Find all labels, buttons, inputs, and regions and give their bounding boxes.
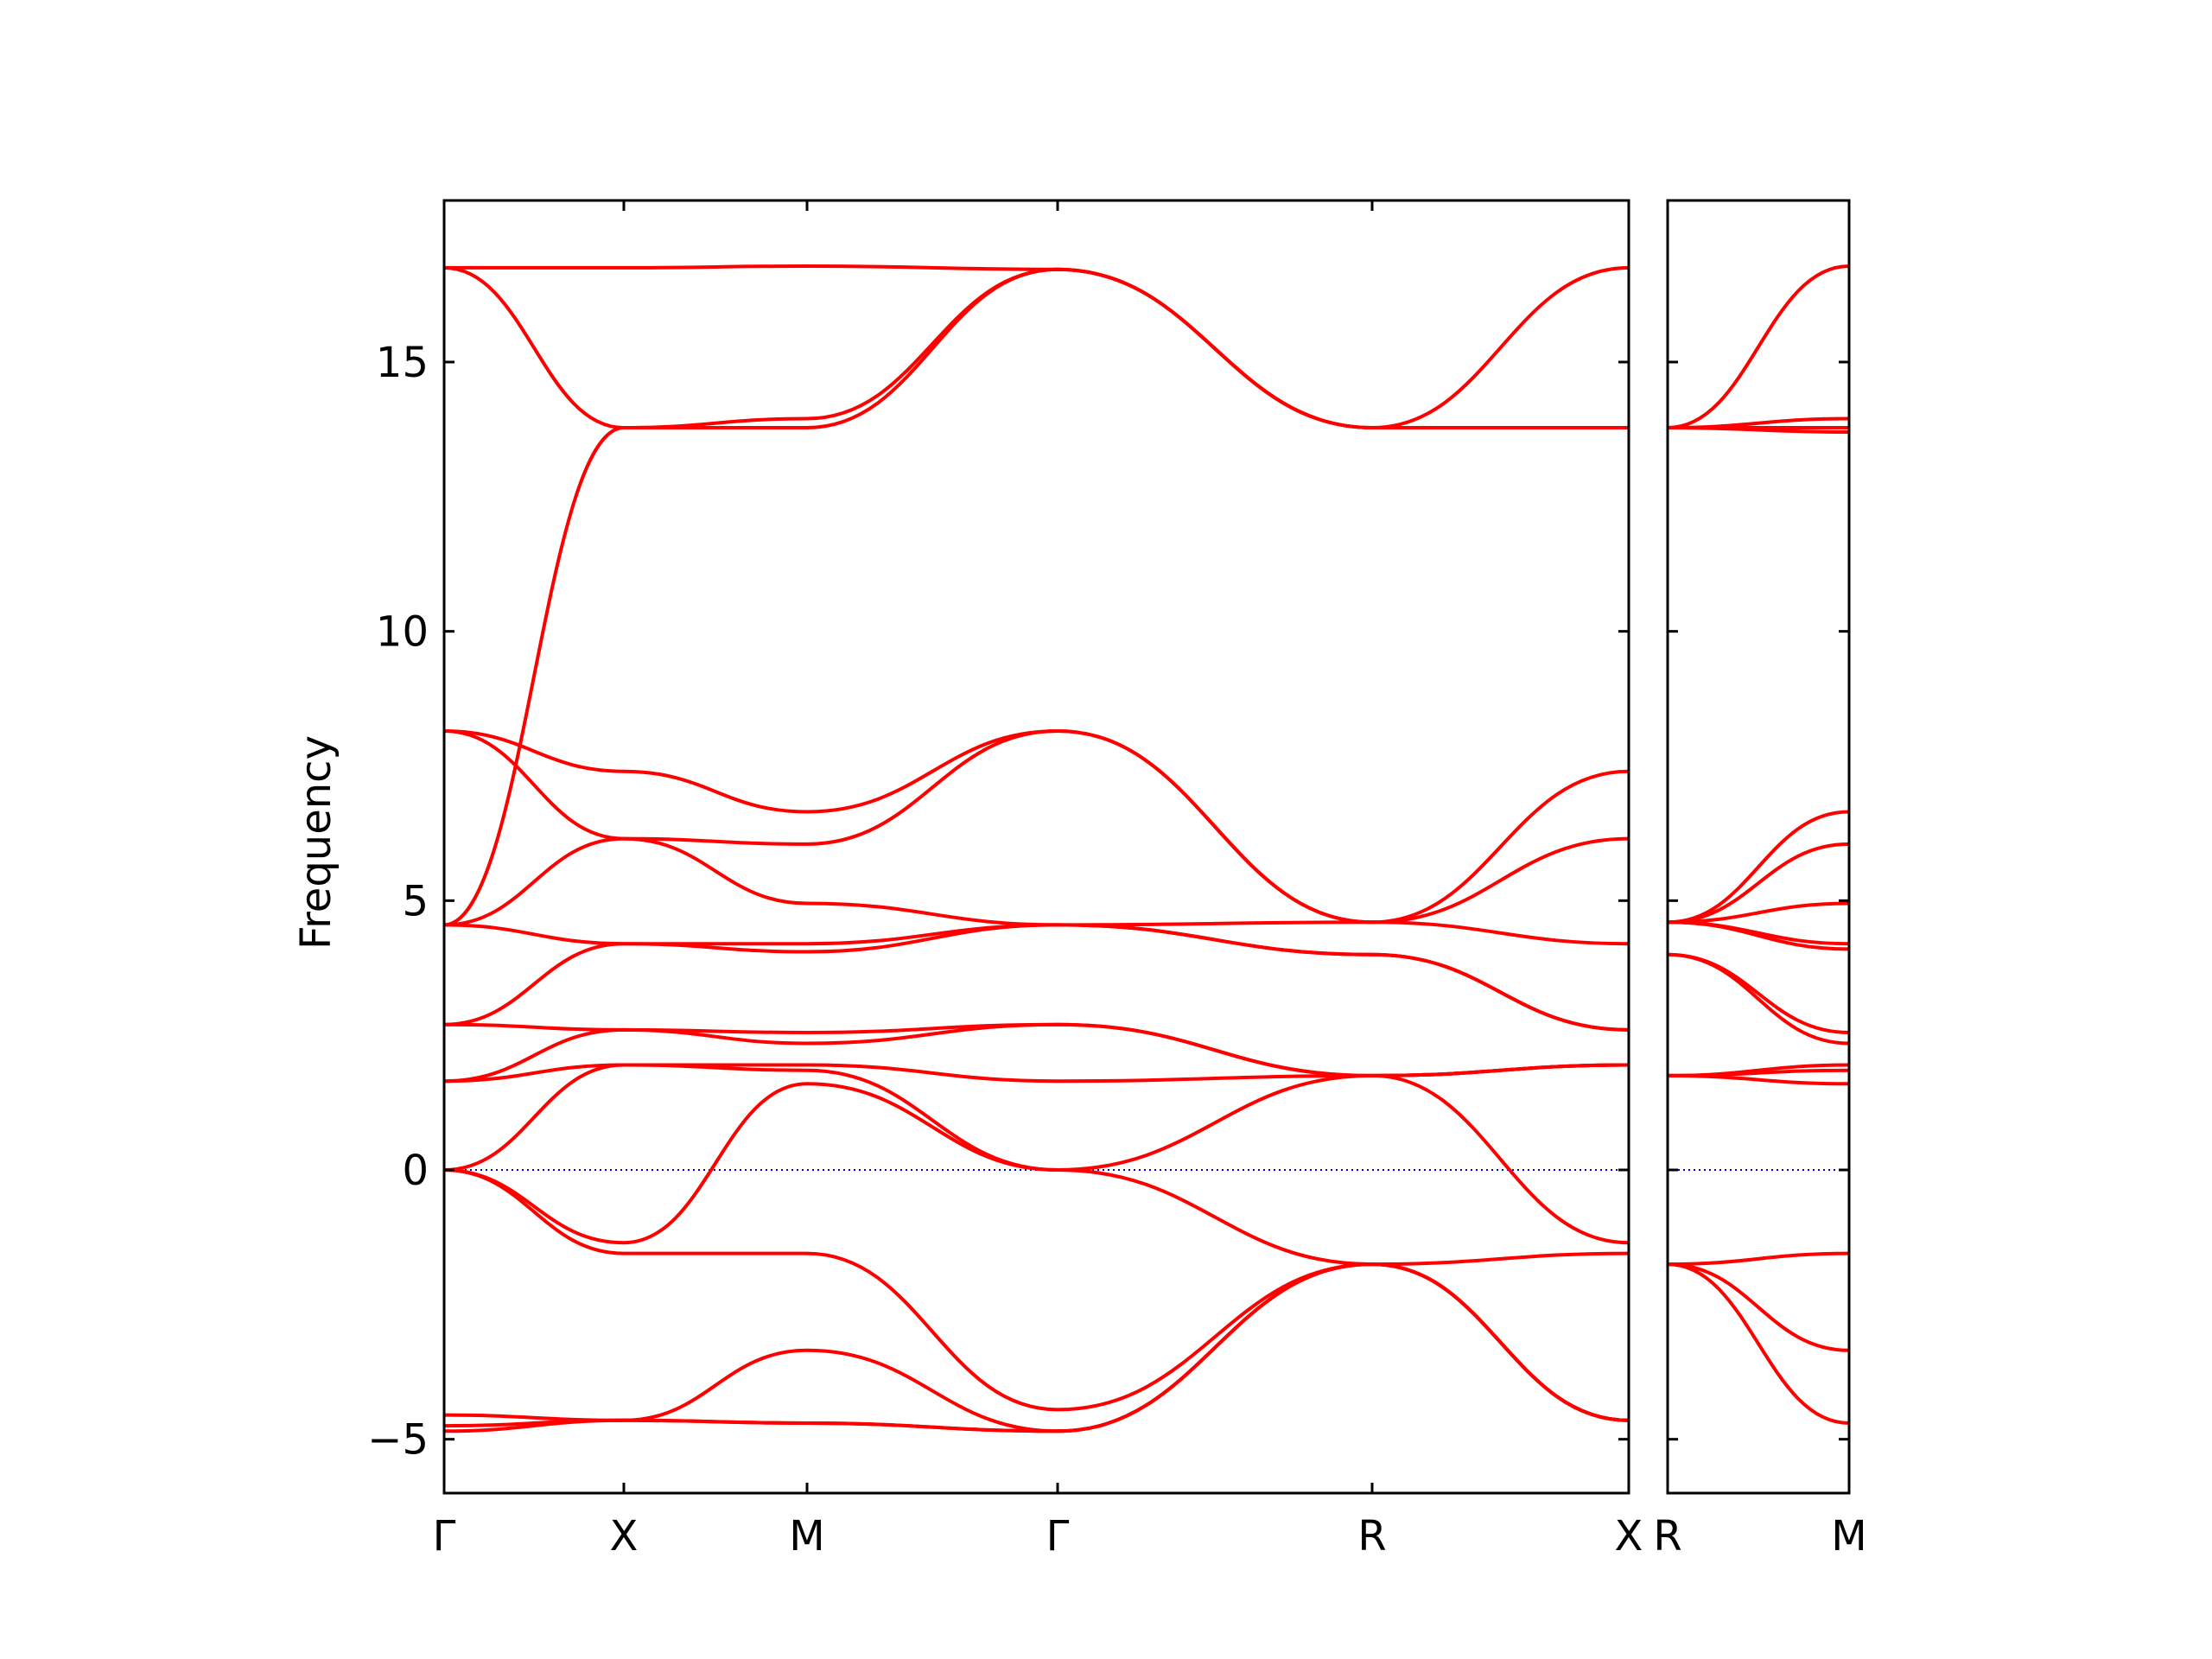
band-line-1 — [1667, 264, 1850, 429]
band-line-9 — [1667, 920, 1850, 951]
band-line-1 — [443, 264, 1630, 429]
band-line-4 — [1667, 426, 1850, 434]
band-line-3 — [443, 267, 1629, 927]
y-axis-label: Frequency — [292, 735, 340, 950]
x-tick-label: X — [610, 1512, 639, 1560]
y-tick-label: 15 — [376, 339, 429, 387]
x-tick-label: M — [1831, 1512, 1866, 1560]
band-line-12 — [443, 1063, 1630, 1245]
band-line-17 — [1667, 1262, 1850, 1425]
band-line-8 — [443, 923, 1630, 1032]
y-tick-label: 0 — [402, 1147, 429, 1195]
x-tick-label: Γ — [1046, 1512, 1070, 1560]
y-tick-label: −5 — [367, 1416, 429, 1465]
band-line-15 — [1667, 1251, 1850, 1267]
y-tick-label: 10 — [376, 608, 429, 657]
band-line-14 — [1667, 1073, 1850, 1086]
band-line-13 — [443, 1082, 1630, 1267]
x-tick-label: R — [1653, 1512, 1681, 1560]
y-tick-labels: −5 0 5 10 15 — [367, 339, 429, 1465]
y-tick-label: 5 — [402, 877, 429, 925]
band-line-17 — [443, 1262, 1630, 1433]
panel-frame — [442, 199, 1630, 1495]
x-tick-label: M — [789, 1512, 824, 1560]
x-tick-label: R — [1357, 1512, 1386, 1560]
band-line-11 — [1667, 952, 1850, 1046]
x-tick-label: X — [1615, 1512, 1643, 1560]
band-line-6 — [443, 836, 1630, 946]
band-line-5 — [443, 729, 1630, 925]
panel-frame — [1666, 199, 1851, 1495]
band-line-16 — [1667, 1262, 1850, 1352]
x-tick-label: Γ — [433, 1512, 456, 1560]
band-line-6 — [1667, 842, 1850, 925]
